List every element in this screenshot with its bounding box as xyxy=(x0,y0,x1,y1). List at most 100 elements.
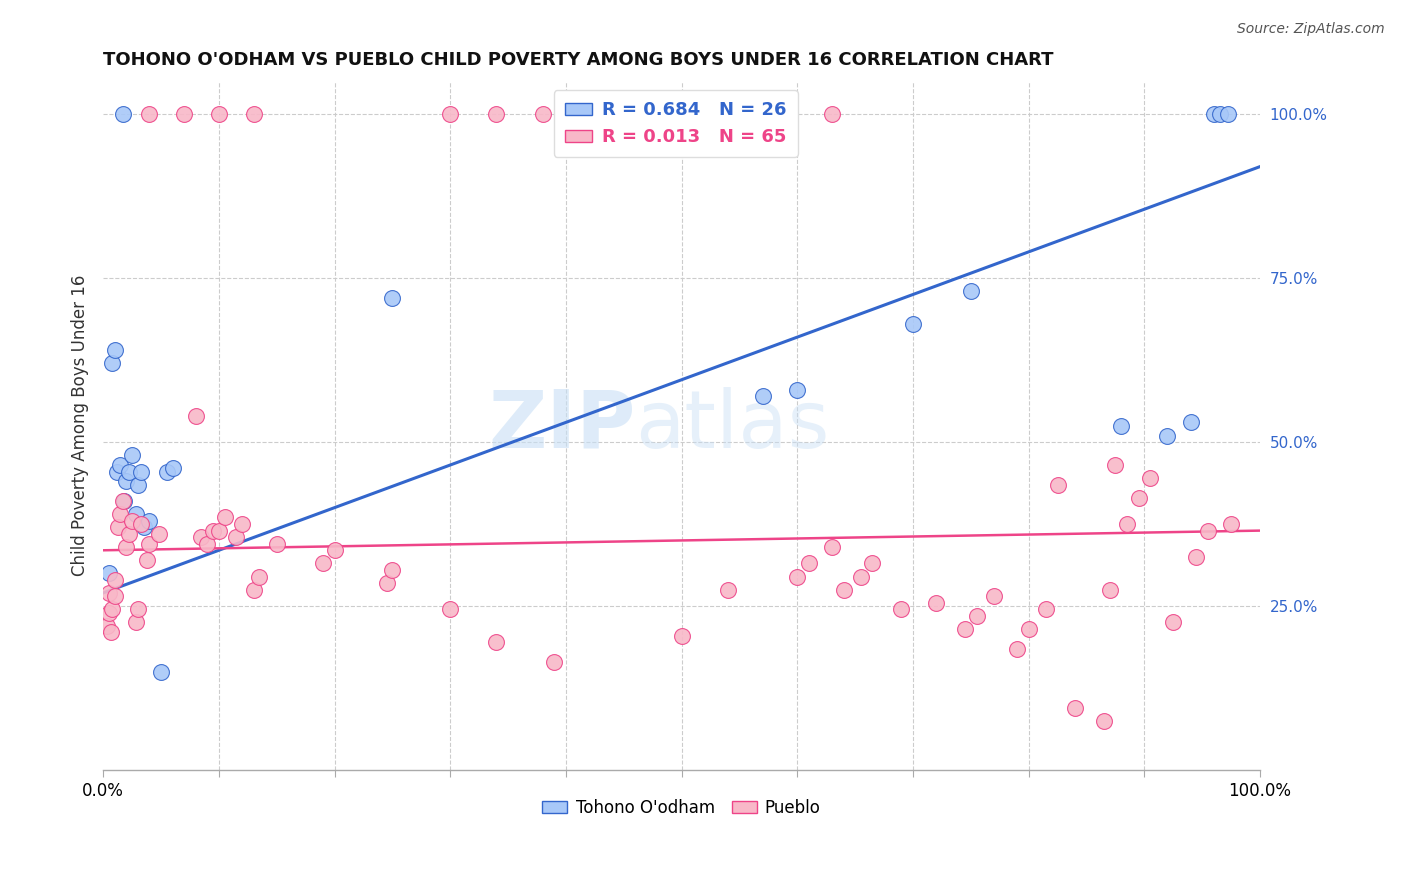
Point xyxy=(156,465,179,479)
Point xyxy=(821,107,844,121)
Point xyxy=(190,530,212,544)
Point xyxy=(381,291,404,305)
Text: atlas: atlas xyxy=(636,386,830,465)
Point xyxy=(1018,622,1040,636)
Point xyxy=(225,530,247,544)
Point xyxy=(148,527,170,541)
Point xyxy=(100,625,122,640)
Point xyxy=(786,569,808,583)
Point xyxy=(485,107,508,121)
Legend: Tohono O'odham, Pueblo: Tohono O'odham, Pueblo xyxy=(536,792,827,823)
Point xyxy=(121,514,143,528)
Point xyxy=(751,389,773,403)
Point xyxy=(1216,107,1239,121)
Point xyxy=(214,510,236,524)
Point xyxy=(1109,418,1132,433)
Point xyxy=(104,589,127,603)
Point xyxy=(901,317,924,331)
Point xyxy=(862,557,884,571)
Point xyxy=(832,582,855,597)
Point xyxy=(208,524,231,538)
Point xyxy=(1185,549,1208,564)
Point xyxy=(1046,477,1069,491)
Point xyxy=(111,494,134,508)
Point xyxy=(1139,471,1161,485)
Point xyxy=(138,514,160,528)
Point xyxy=(124,507,146,521)
Text: ZIP: ZIP xyxy=(488,386,636,465)
Point xyxy=(1128,491,1150,505)
Point xyxy=(959,284,981,298)
Point xyxy=(97,566,120,581)
Point xyxy=(173,107,195,121)
Point xyxy=(671,628,693,642)
Point xyxy=(439,602,461,616)
Point xyxy=(1156,428,1178,442)
Point xyxy=(110,458,132,472)
Text: Source: ZipAtlas.com: Source: ZipAtlas.com xyxy=(1237,22,1385,37)
Point xyxy=(543,655,565,669)
Point xyxy=(131,517,153,532)
Point xyxy=(97,606,120,620)
Point xyxy=(953,622,976,636)
Point xyxy=(117,527,139,541)
Point xyxy=(115,475,138,489)
Point xyxy=(97,586,120,600)
Point xyxy=(983,589,1005,603)
Point xyxy=(1208,107,1230,121)
Point xyxy=(162,461,184,475)
Point xyxy=(531,107,554,121)
Point xyxy=(821,540,844,554)
Point xyxy=(121,448,143,462)
Point xyxy=(439,107,461,121)
Point xyxy=(717,582,740,597)
Point xyxy=(485,635,508,649)
Point xyxy=(138,107,160,121)
Y-axis label: Child Poverty Among Boys Under 16: Child Poverty Among Boys Under 16 xyxy=(72,275,89,576)
Point xyxy=(136,553,159,567)
Point xyxy=(110,507,132,521)
Point xyxy=(1092,714,1115,728)
Point xyxy=(132,520,155,534)
Point xyxy=(1180,416,1202,430)
Point xyxy=(1064,700,1087,714)
Point xyxy=(101,602,124,616)
Point xyxy=(111,107,134,121)
Point xyxy=(184,409,207,423)
Point xyxy=(242,582,264,597)
Point xyxy=(231,517,253,532)
Point xyxy=(101,356,124,370)
Point xyxy=(925,596,948,610)
Point xyxy=(323,543,346,558)
Point xyxy=(127,602,149,616)
Point xyxy=(1104,458,1126,472)
Point xyxy=(1161,615,1184,630)
Point xyxy=(1035,602,1057,616)
Point xyxy=(124,615,146,630)
Point xyxy=(966,608,988,623)
Point xyxy=(381,563,404,577)
Point xyxy=(375,576,398,591)
Point xyxy=(1220,517,1243,532)
Point xyxy=(115,540,138,554)
Text: TOHONO O'ODHAM VS PUEBLO CHILD POVERTY AMONG BOYS UNDER 16 CORRELATION CHART: TOHONO O'ODHAM VS PUEBLO CHILD POVERTY A… xyxy=(103,51,1053,69)
Point xyxy=(1202,107,1225,121)
Point xyxy=(890,602,912,616)
Point xyxy=(105,465,128,479)
Point xyxy=(1098,582,1121,597)
Point xyxy=(107,520,129,534)
Point xyxy=(266,537,288,551)
Point xyxy=(786,383,808,397)
Point xyxy=(96,618,118,632)
Point xyxy=(104,573,127,587)
Point xyxy=(1005,641,1028,656)
Point xyxy=(104,343,127,358)
Point xyxy=(797,557,820,571)
Point xyxy=(131,465,153,479)
Point xyxy=(112,494,135,508)
Point xyxy=(849,569,872,583)
Point xyxy=(127,477,149,491)
Point xyxy=(1116,517,1139,532)
Point xyxy=(208,107,231,121)
Point xyxy=(247,569,270,583)
